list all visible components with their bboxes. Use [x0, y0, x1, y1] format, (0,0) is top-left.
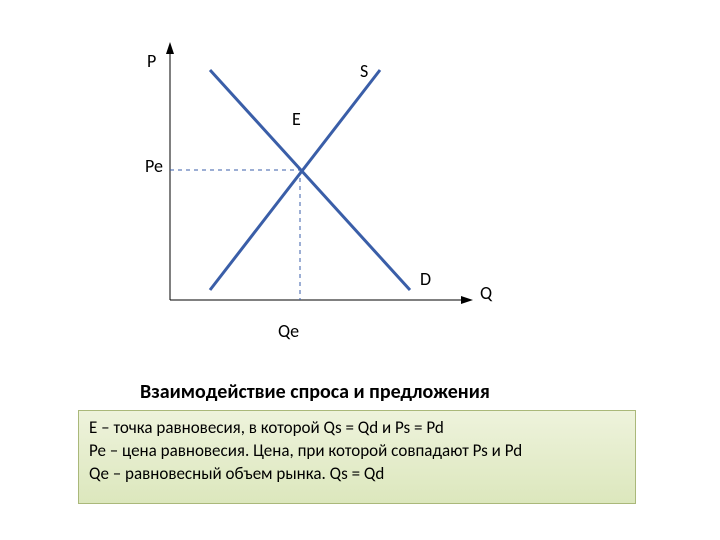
y-axis-label: P	[147, 50, 156, 72]
x-axis-label: Q	[480, 282, 492, 304]
legend-line-qe: Qe – равновесный объем рынка. Qs = Qd	[89, 463, 625, 486]
legend-line-e: E – точка равновесия, в которой Qs = Qd …	[89, 417, 625, 440]
qe-label: Qe	[278, 320, 299, 342]
legend-line-pe: Pe – цена равновесия. Цена, при которой …	[89, 440, 625, 463]
y-axis-arrow	[166, 42, 174, 54]
pe-label: Pe	[145, 155, 163, 177]
equilibrium-label: E	[292, 108, 301, 130]
supply-curve	[210, 70, 380, 290]
equilibrium-chart	[0, 0, 720, 370]
demand-curve	[210, 70, 410, 290]
demand-label: D	[420, 268, 431, 290]
x-axis-arrow	[461, 296, 473, 304]
legend-box: E – точка равновесия, в которой Qs = Qd …	[78, 410, 636, 504]
chart-heading: Взаимодействие спроса и предложения	[140, 380, 490, 404]
supply-label: S	[360, 60, 368, 82]
